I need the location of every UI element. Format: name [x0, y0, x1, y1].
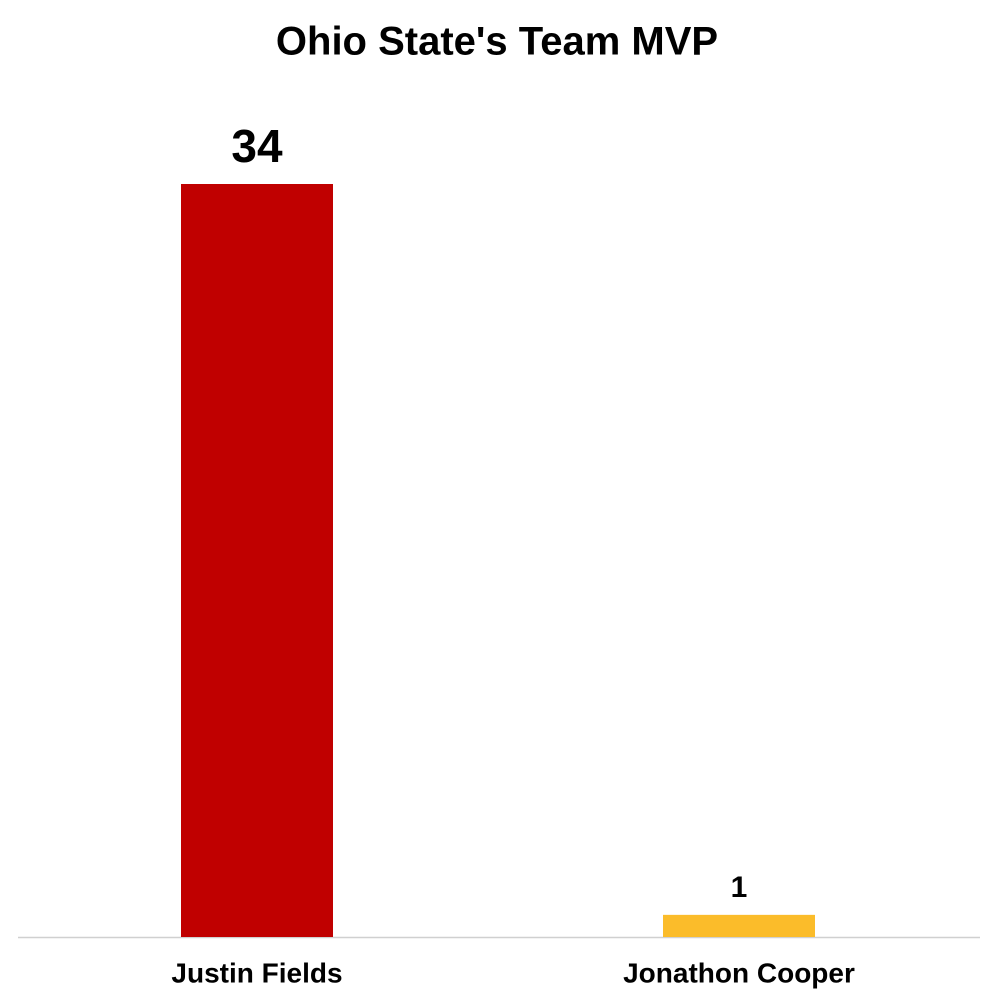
data-label: 1 — [731, 871, 748, 904]
x-tick-label: Justin Fields — [171, 957, 342, 988]
bar — [181, 184, 333, 937]
x-tick-label: Jonathon Cooper — [623, 957, 855, 988]
bar — [663, 914, 815, 937]
chart-title: Ohio State's Team MVP — [276, 20, 718, 64]
data-label: 34 — [231, 120, 283, 172]
